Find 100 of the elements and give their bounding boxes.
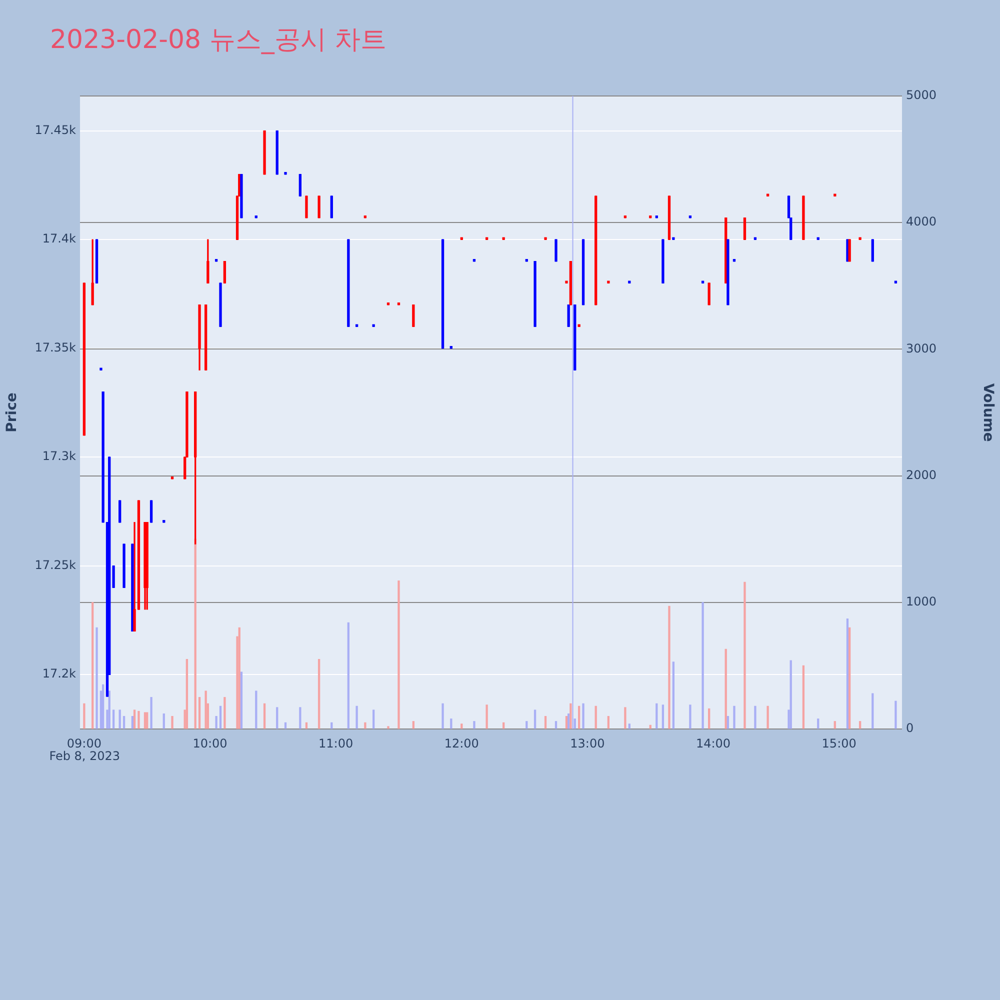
bar — [790, 660, 792, 729]
bar — [802, 665, 805, 729]
bar — [450, 718, 452, 729]
bar — [649, 724, 652, 729]
bar — [83, 703, 86, 729]
bar — [299, 707, 302, 729]
bar — [582, 703, 584, 729]
y-tick-label: 17.4k — [42, 232, 76, 246]
bar — [133, 710, 136, 729]
x-tick-label: 13:00 — [570, 736, 605, 750]
bar — [255, 690, 258, 729]
x-tick-label: 15:00 — [822, 736, 856, 750]
bar — [171, 716, 174, 729]
bar — [150, 697, 152, 729]
bar — [570, 703, 572, 729]
bar — [122, 716, 126, 729]
bar — [398, 580, 400, 729]
bar — [144, 712, 146, 729]
bar — [708, 708, 710, 729]
y-axis-title: Price — [4, 392, 20, 432]
bar — [240, 672, 243, 729]
bar — [138, 710, 140, 729]
bar — [364, 722, 366, 729]
bar — [534, 710, 536, 729]
bar — [305, 722, 308, 729]
bar — [554, 721, 558, 729]
bar — [624, 707, 626, 729]
bar — [318, 659, 320, 729]
bar — [131, 716, 134, 729]
bar — [858, 721, 862, 729]
bar — [162, 713, 165, 729]
bar — [628, 724, 630, 729]
bar — [186, 659, 188, 729]
y2-tick-label: 3000 — [906, 341, 937, 356]
bar — [372, 710, 375, 729]
bar — [215, 716, 218, 729]
bar — [460, 724, 463, 729]
y2-tick-label: 0 — [906, 721, 914, 736]
x-tick-label: 10:00 — [192, 736, 228, 750]
bar — [276, 707, 278, 729]
bar — [672, 662, 675, 729]
bar — [204, 690, 207, 729]
y-tick-label: 17.3k — [42, 449, 76, 464]
bar — [834, 721, 836, 729]
bar — [356, 706, 358, 729]
x-tick-label: 12:00 — [444, 736, 479, 750]
bar — [146, 712, 148, 729]
y-tick-label: 17.25k — [34, 558, 76, 572]
y2-tick-label: 2000 — [906, 468, 937, 482]
y-tick-label: 17.2k — [42, 666, 76, 681]
bar — [656, 703, 658, 729]
bar — [754, 706, 756, 729]
bar — [544, 716, 547, 729]
bar — [689, 704, 692, 729]
bar — [118, 710, 121, 729]
y-tick-label: 17.45k — [34, 122, 76, 137]
x-tick-label: 11:00 — [318, 736, 354, 750]
bar — [668, 606, 670, 729]
bar — [347, 622, 350, 729]
bar — [387, 726, 390, 729]
bar — [568, 713, 570, 729]
chart-title: 2023-02-08 뉴스_공시 차트 — [50, 24, 387, 57]
bar — [726, 716, 730, 729]
bar — [702, 602, 704, 729]
bar — [219, 706, 222, 729]
bar — [594, 706, 597, 729]
y2-tick-label: 5000 — [906, 88, 937, 102]
bar — [442, 703, 444, 729]
bar — [578, 706, 580, 729]
bar — [766, 706, 769, 729]
bar — [330, 722, 333, 729]
bar — [733, 706, 736, 729]
bar — [848, 627, 851, 729]
bar — [284, 722, 287, 729]
bar — [112, 710, 115, 729]
y2-tick-label: 1000 — [906, 594, 937, 609]
y-tick-label: 17.35k — [34, 340, 76, 354]
bar — [662, 704, 664, 729]
bar — [96, 627, 98, 729]
bar — [263, 703, 266, 729]
bar — [102, 684, 104, 729]
bar — [238, 627, 240, 729]
bar — [108, 690, 110, 729]
bar — [198, 697, 201, 729]
y2-axis-title: Volume — [980, 383, 996, 442]
bar — [473, 721, 476, 729]
bar — [846, 618, 849, 729]
bar — [565, 716, 568, 729]
bar — [502, 722, 505, 729]
bar — [724, 648, 727, 729]
x-tick-label: 14:00 — [696, 736, 731, 750]
bar — [607, 716, 610, 729]
bar — [526, 721, 528, 729]
bar — [92, 602, 94, 729]
bar — [224, 697, 226, 729]
y2-tick-label: 4000 — [906, 214, 937, 229]
text: Feb 8, 2023 — [49, 749, 120, 764]
bar — [894, 700, 897, 729]
bar — [817, 718, 820, 729]
bar — [412, 721, 414, 729]
